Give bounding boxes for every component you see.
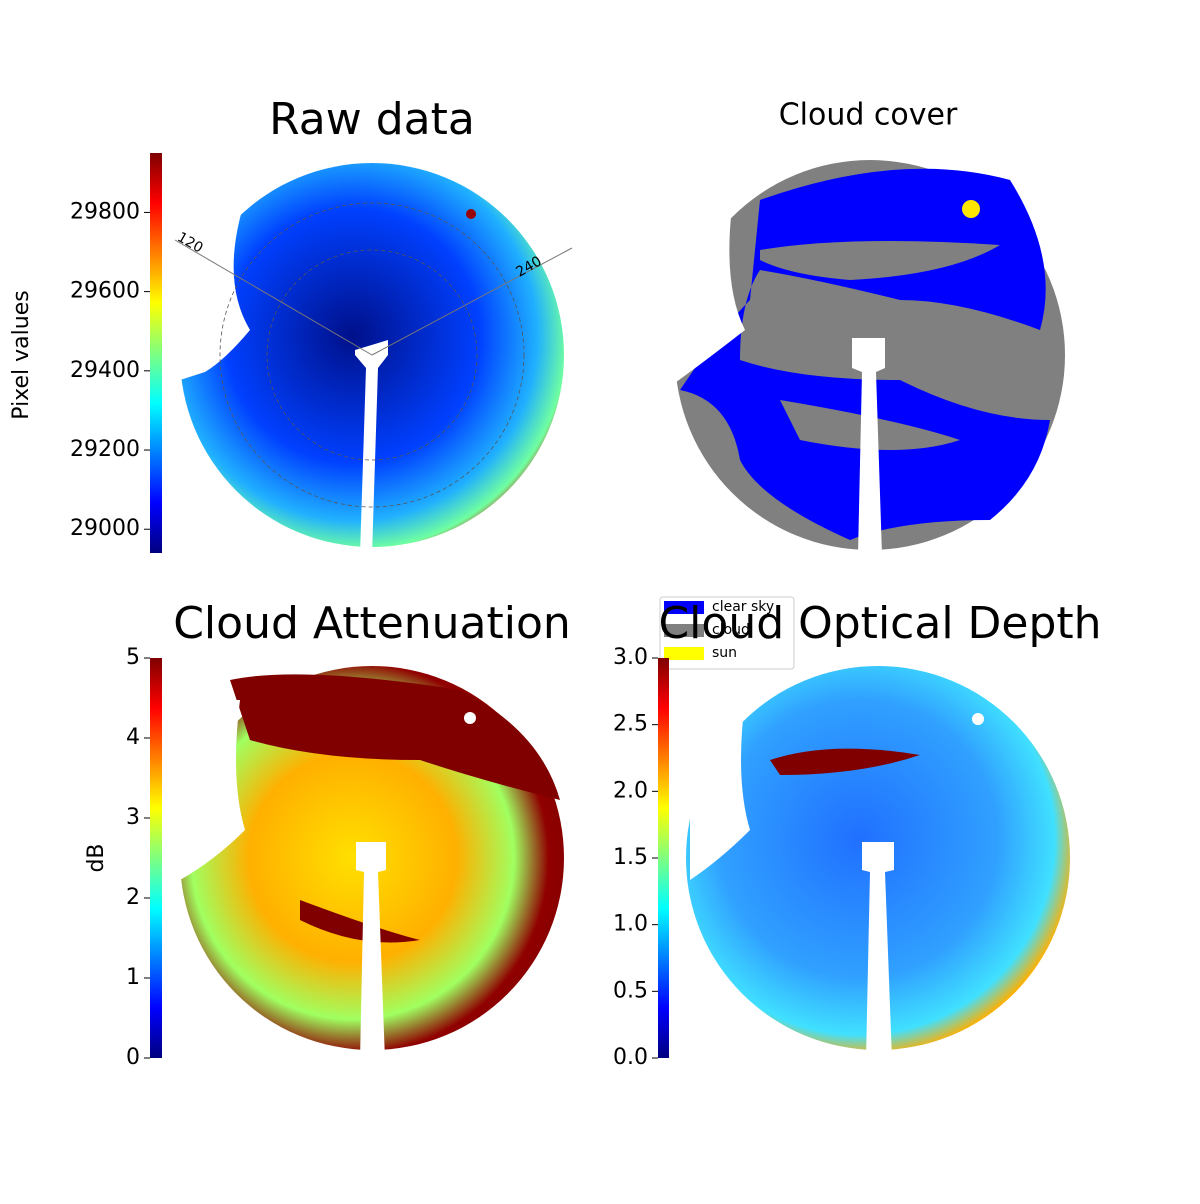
colorbar-label: dB xyxy=(84,843,109,872)
colorbar-tick-label: 2.0 xyxy=(613,778,648,803)
sky-image xyxy=(686,666,1070,1060)
colorbar-tick-label: 1.5 xyxy=(613,845,648,870)
sky-image xyxy=(174,163,573,555)
sky-image xyxy=(180,666,564,1060)
sky-image xyxy=(672,160,1065,555)
panel-title: Cloud cover xyxy=(779,98,958,133)
legend-label: cloud xyxy=(712,622,750,638)
panel-title: Raw data xyxy=(269,94,475,145)
colorbar-tick-label: 2 xyxy=(126,885,140,910)
colorbar-tick-label: 0.0 xyxy=(613,1045,648,1070)
colorbar-tick-label: 4 xyxy=(126,725,140,750)
colorbar-tick-label: 29000 xyxy=(70,516,140,541)
colorbar-tick-label: 29600 xyxy=(70,279,140,304)
colorbar xyxy=(150,153,162,553)
legend-swatch xyxy=(664,601,704,614)
colorbar xyxy=(658,658,669,1058)
colorbar-tick-label: 3.0 xyxy=(613,645,648,670)
legend-swatch xyxy=(664,647,704,660)
colorbar-tick-label: 1.0 xyxy=(613,912,648,937)
legend-swatch xyxy=(664,624,704,637)
panel-title: Cloud Attenuation xyxy=(173,598,571,649)
colorbar-tick-label: 1 xyxy=(126,965,140,990)
colorbar-tick-label: 0 xyxy=(126,1045,140,1070)
colorbar-tick-label: 0.5 xyxy=(613,978,648,1003)
colorbar-label: Pixel values xyxy=(9,290,34,419)
colorbar-tick-label: 29200 xyxy=(70,437,140,462)
colorbar-tick-label: 5 xyxy=(126,645,140,670)
colorbar-tick-label: 2.5 xyxy=(613,712,648,737)
colorbar-tick-label: 3 xyxy=(126,805,140,830)
colorbar xyxy=(150,658,162,1058)
colorbar-tick-label: 29400 xyxy=(70,358,140,383)
colorbar-tick-label: 29800 xyxy=(70,199,140,224)
legend-label: sun xyxy=(712,645,737,661)
legend-label: clear sky xyxy=(712,599,774,615)
panel-title: Cloud Optical Depth xyxy=(658,598,1101,649)
